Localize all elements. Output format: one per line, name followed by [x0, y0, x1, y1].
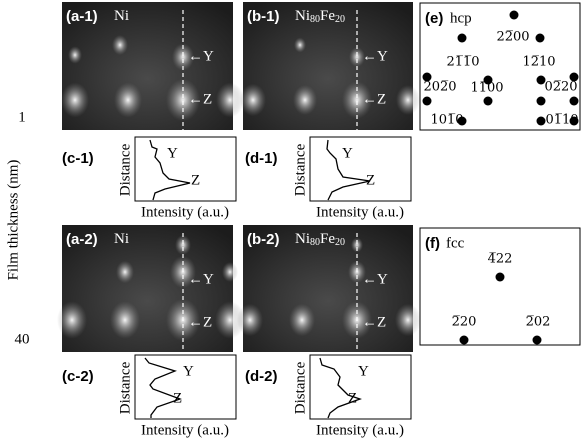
spot-dot — [537, 97, 546, 106]
material-part: 80 — [310, 237, 320, 248]
x-axis-label: Intensity (a.u.) — [316, 204, 404, 220]
diffraction-spot — [112, 35, 128, 55]
diffraction-spot — [289, 304, 315, 337]
diffraction-spot — [237, 304, 263, 337]
miller-index: 12̅10 — [522, 55, 555, 70]
structure-label: fcc — [446, 235, 465, 251]
miller-index: 21̅1̅0 — [446, 55, 479, 70]
miller-index: 02̅20 — [544, 80, 577, 95]
axis-label: Film thickness (nm) — [5, 160, 21, 281]
miller-index: 2̅20 — [452, 315, 477, 330]
peak-label: Y — [183, 363, 194, 379]
spot-dot — [510, 11, 519, 20]
y-axis-label: Distance — [117, 361, 133, 414]
y-axis-label: Distance — [292, 361, 308, 414]
miller-index: 101̅0 — [430, 113, 463, 128]
panel-id: (b-1) — [247, 8, 280, 25]
material-part: Ni — [114, 8, 129, 24]
marker-label: ←Y — [362, 271, 388, 287]
panel-id: (a-1) — [66, 8, 98, 25]
panel-id: (c-1) — [62, 150, 94, 167]
diffraction-spot — [57, 301, 87, 339]
panel-id: (b-2) — [247, 231, 280, 248]
peak-label: Y — [358, 363, 369, 379]
panel-id: (d-1) — [245, 150, 278, 167]
profile-box — [135, 137, 236, 201]
spot-dot — [423, 97, 432, 106]
thickness-label: 1 — [18, 109, 26, 125]
spot-dot — [537, 117, 546, 126]
x-axis-label: Intensity (a.u.) — [141, 422, 229, 438]
diffraction-spot — [240, 84, 266, 117]
structure-label: hcp — [450, 10, 472, 26]
pattern-box — [420, 228, 580, 345]
miller-index: 01̅10 — [545, 113, 578, 128]
panel-id: (f) — [425, 235, 440, 252]
diffraction-spot — [175, 235, 191, 255]
spot-dot — [533, 336, 542, 345]
material-part: Fe — [320, 8, 335, 24]
diffraction-spot — [68, 46, 82, 64]
x-axis-label: Intensity (a.u.) — [141, 204, 229, 220]
diffraction-spot — [294, 38, 306, 53]
miller-index: 4̅22 — [488, 252, 513, 267]
peak-label: Z — [348, 390, 357, 406]
material-part: 20 — [335, 237, 345, 248]
miller-index: 22̅00 — [496, 30, 529, 45]
marker-label: ←Y — [188, 48, 214, 64]
x-axis-label: Intensity (a.u.) — [316, 422, 404, 438]
material-part: 80 — [310, 14, 320, 25]
material-part: Fe — [320, 231, 335, 247]
marker-label: ←Z — [188, 91, 212, 107]
panel-id: (e) — [425, 10, 443, 27]
spot-dot — [484, 97, 493, 106]
marker-label: ←Z — [188, 314, 212, 330]
material-part: Ni — [114, 231, 129, 247]
spot-dot — [536, 34, 545, 43]
miller-index: 11̅00 — [470, 81, 503, 96]
y-axis-label: Distance — [292, 143, 308, 196]
diffraction-spot — [293, 85, 317, 115]
peak-label: Z — [366, 172, 375, 188]
miller-index: 2̅02 — [526, 315, 551, 330]
panel-id: (d-2) — [245, 368, 278, 385]
thickness-label: 40 — [15, 331, 30, 347]
marker-label: ←Z — [362, 314, 386, 330]
diffraction-spot — [110, 301, 140, 339]
panel-id: (c-2) — [62, 368, 94, 385]
material-label: Ni — [114, 231, 129, 247]
material-label: Ni — [114, 8, 129, 24]
peak-label: Z — [173, 390, 182, 406]
miller-index: 202̅0 — [423, 80, 456, 95]
profile-box — [310, 137, 411, 201]
peak-label: Y — [167, 145, 178, 161]
marker-label: ←Z — [362, 91, 386, 107]
y-axis-label: Distance — [117, 143, 133, 196]
material-part: 20 — [335, 14, 345, 25]
material-part: Ni — [295, 8, 310, 24]
spot-dot — [570, 97, 579, 106]
diffraction-spot — [114, 83, 142, 118]
peak-label: Y — [342, 145, 353, 161]
diffraction-spot — [116, 261, 134, 284]
diffraction-spot — [216, 83, 244, 118]
pattern-box — [420, 3, 580, 130]
marker-label: ←Y — [362, 48, 388, 64]
material-part: Ni — [295, 231, 310, 247]
spot-dot — [460, 336, 469, 345]
diffraction-spot — [61, 83, 89, 118]
spot-dot — [496, 273, 505, 282]
spot-dot — [458, 34, 467, 43]
diffraction-spot — [395, 304, 421, 337]
peak-label: Z — [191, 172, 200, 188]
marker-label: ←Y — [188, 271, 214, 287]
figure: Film thickness (nm) 1 40 (a-1) Ni ←Y ←Z (b-1… — [0, 0, 585, 439]
diffraction-spot — [222, 262, 238, 282]
diffraction-spot — [396, 85, 420, 115]
panel-id: (a-2) — [66, 231, 98, 248]
